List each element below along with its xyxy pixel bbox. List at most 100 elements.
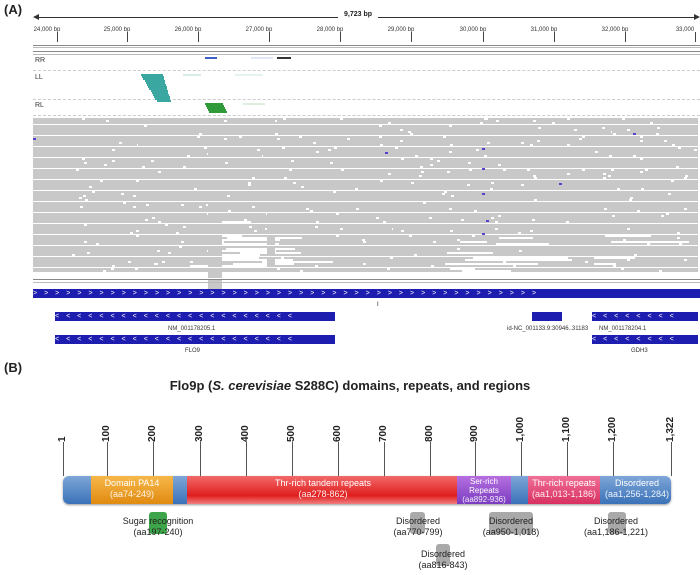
- lr-read: [516, 217, 546, 219]
- lr-read: [76, 151, 98, 153]
- lr-read: [466, 153, 505, 156]
- domain-disordered-c[interactable]: Disordered (aa1,256-1,284): [603, 476, 671, 504]
- gene-nm-001178204-1[interactable]: <<<<<<<<: [592, 312, 698, 321]
- lr-read: [254, 129, 300, 131]
- lr-read: [610, 184, 691, 186]
- domain-pa14[interactable]: Domain PA14 (aa74-249): [91, 476, 173, 504]
- lr-read: [157, 263, 182, 266]
- lr-read: [524, 184, 567, 186]
- lr-read: [267, 243, 275, 246]
- mismatch: [482, 148, 485, 150]
- lr-read: [568, 221, 616, 224]
- lr-read: [385, 221, 439, 224]
- lr-read: [494, 166, 523, 169]
- lr-read: [529, 206, 598, 208]
- lr-read: [208, 223, 222, 226]
- lr-read: [299, 157, 360, 160]
- position-label: 100: [101, 425, 112, 442]
- lr-read: [383, 179, 444, 182]
- lr-read: [564, 195, 619, 197]
- lr-read: [33, 250, 74, 252]
- lr-read: [459, 126, 539, 129]
- lr-read: [267, 124, 275, 127]
- lr-read: [167, 223, 189, 226]
- lr-read: [479, 179, 541, 182]
- lr-read: [241, 234, 263, 237]
- lr-read: [208, 203, 222, 206]
- lr-read: [148, 203, 182, 206]
- lr-read: [370, 234, 409, 237]
- region-disordered-2[interactable]: [436, 544, 450, 566]
- lr-read: [332, 239, 362, 241]
- lr-read: [208, 239, 222, 241]
- region-disordered-1[interactable]: [410, 512, 425, 534]
- lr-read: [616, 166, 677, 169]
- lr-read: [474, 267, 520, 270]
- lr-read: [267, 170, 275, 173]
- region-sugar-recognition[interactable]: [149, 512, 167, 534]
- position-label: 300: [194, 425, 205, 442]
- lr-read: [193, 201, 268, 204]
- domain-thr-repeats[interactable]: Thr-rich repeats (aa1,013-1,186): [528, 476, 600, 504]
- lr-read: [270, 126, 325, 129]
- ruler-tick-label: 25,000 bp: [103, 27, 131, 33]
- lr-read: [73, 247, 126, 250]
- lr-read: [33, 197, 79, 200]
- gene-gdh3[interactable]: <<<<<<<<: [592, 335, 698, 344]
- position-tick: [63, 442, 64, 476]
- lr-read: [600, 197, 631, 200]
- lr-read: [409, 269, 463, 272]
- lr-read: [408, 261, 452, 263]
- lr-read: [341, 197, 380, 200]
- lr-read: [267, 195, 275, 197]
- lr-read: [495, 232, 519, 235]
- lr-read: [691, 230, 698, 233]
- domain-ser-rich-name-2: Repeats: [469, 486, 499, 495]
- lr-read: [107, 166, 142, 169]
- sequence-track[interactable]: >>>>>>>>>>>>>>>>>>>>>>>>>>>>>>>>>>>>>>>>…: [33, 289, 700, 298]
- lr-read: [33, 234, 74, 237]
- lr-read: [302, 135, 380, 138]
- lr-read: [564, 197, 601, 200]
- lr-read: [392, 256, 432, 259]
- lr-read: [82, 184, 140, 186]
- lr-read: [33, 252, 87, 255]
- lr-read: [494, 181, 563, 184]
- gene-nm-001178205-1[interactable]: <<<<<<<<<<<<<<<<<<<<<<: [55, 312, 335, 321]
- track-divider: [33, 70, 700, 71]
- lr-read: [492, 140, 537, 142]
- lr-read: [282, 190, 334, 193]
- lr-read: [438, 221, 495, 224]
- gene-flo9[interactable]: <<<<<<<<<<<<<<<<<<<<<<: [55, 335, 335, 344]
- ll-read: [156, 100, 171, 102]
- lr-read: [451, 232, 496, 235]
- region-disordered-3[interactable]: [489, 512, 533, 534]
- region-disordered-4[interactable]: [608, 512, 626, 534]
- lr-read: [380, 201, 424, 204]
- lr-read: [432, 217, 461, 219]
- domain-thr-repeats-name: Thr-rich repeats: [532, 478, 596, 488]
- lr-read: [440, 228, 472, 230]
- lr-read: [208, 151, 222, 153]
- lr-read: [522, 166, 559, 169]
- domain-thr-tandem[interactable]: Thr-rich tandem repeats (aa278-862): [187, 476, 459, 504]
- lr-read: [213, 151, 293, 153]
- domain-ser-rich[interactable]: Ser-rich Repeats (aa892-936): [457, 476, 511, 504]
- lr-read: [33, 166, 81, 169]
- lr-read: [267, 135, 275, 138]
- lr-read: [82, 173, 149, 175]
- lr-read: [84, 157, 164, 160]
- gene-misc-feature[interactable]: [532, 312, 562, 321]
- lr-read: [626, 239, 678, 241]
- lr-read: [208, 199, 222, 202]
- lr-read: [680, 146, 698, 149]
- lr-read: [330, 219, 409, 222]
- lr-read: [71, 144, 138, 147]
- lr-read: [695, 179, 698, 182]
- lr-read: [638, 192, 668, 195]
- lr-read: [267, 223, 275, 226]
- lr-read: [413, 137, 479, 140]
- lr-read: [161, 190, 185, 193]
- lr-read: [299, 129, 325, 131]
- lr-read: [208, 243, 222, 246]
